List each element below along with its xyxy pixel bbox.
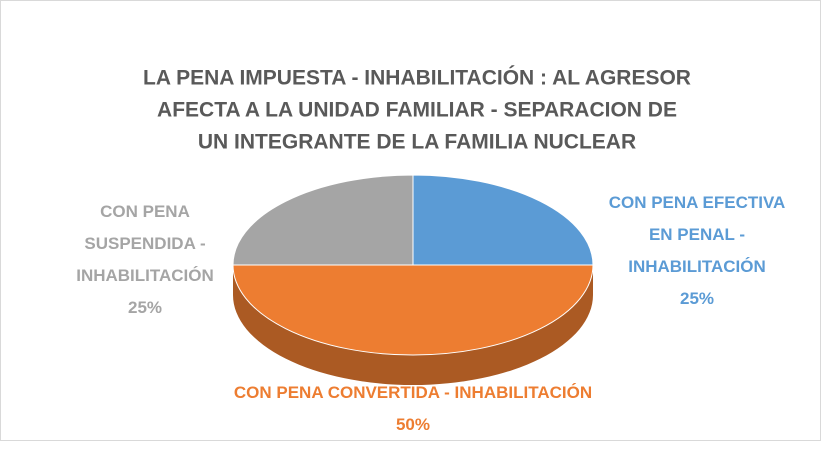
category-label: CON PENA CONVERTIDA - INHABILITACIÓN (233, 383, 593, 402)
pie-side (233, 265, 593, 385)
value-label: 25% (127, 298, 163, 317)
pie-slice (232, 174, 414, 266)
chart-title: AFECTA A LA UNIDAD FAMILIAR - SEPARACION… (157, 99, 677, 122)
chart-title: LA PENA IMPUESTA - INHABILITACIÓN : AL A… (143, 66, 691, 90)
data-label: CON PENA CONVERTIDA - INHABILITACIÓN 50% (234, 377, 592, 441)
data-label: CON PENA SUSPENDIDA - INHABILITACIÓN 25% (70, 196, 220, 324)
value-label: 50% (395, 415, 431, 434)
data-label: CON PENA EFECTIVA EN PENAL - INHABILITAC… (600, 187, 795, 315)
pie-slice (232, 264, 594, 356)
pie-slice (412, 174, 594, 266)
category-label: CON PENA SUSPENDIDA - INHABILITACIÓN (76, 202, 214, 285)
category-label: CON PENA EFECTIVA EN PENAL - INHABILITAC… (608, 193, 786, 276)
chart-title: UN INTEGRANTE DE LA FAMILIA NUCLEAR (198, 131, 636, 154)
value-label: 25% (679, 289, 715, 308)
